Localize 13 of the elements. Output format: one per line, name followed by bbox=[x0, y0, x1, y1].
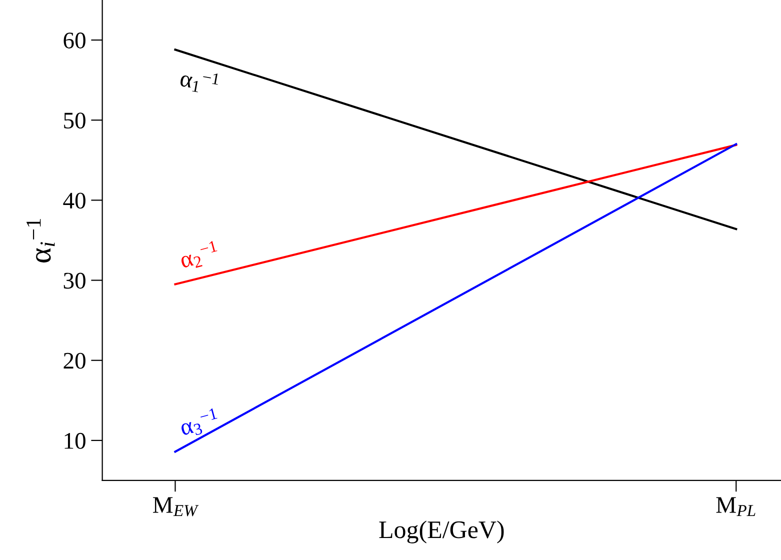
text: α$_{3}$$^{−1}$ bbox=[178, 408, 220, 439]
x-tick-label: M$_{PL}$ bbox=[716, 497, 756, 516]
x-axis-title: Log(E/GeV) bbox=[379, 520, 504, 544]
x-tick-label: M$_{EW}$ bbox=[153, 497, 199, 516]
y-tick-label: 40 bbox=[63, 192, 86, 209]
y-tick-label: 10 bbox=[64, 432, 86, 449]
y-tick-label: 60 bbox=[64, 32, 86, 48]
y-tick-label: 50 bbox=[64, 112, 86, 129]
y-tick-label: 20 bbox=[64, 352, 86, 369]
text: α$_{1}$$^{−1}$ bbox=[179, 68, 220, 96]
text: α$_{2}$$^{−1}$ bbox=[178, 240, 220, 272]
y-tick-label: 30 bbox=[64, 272, 86, 289]
y-axis-title: α$_{i}$$^{−1}$ bbox=[26, 219, 55, 262]
